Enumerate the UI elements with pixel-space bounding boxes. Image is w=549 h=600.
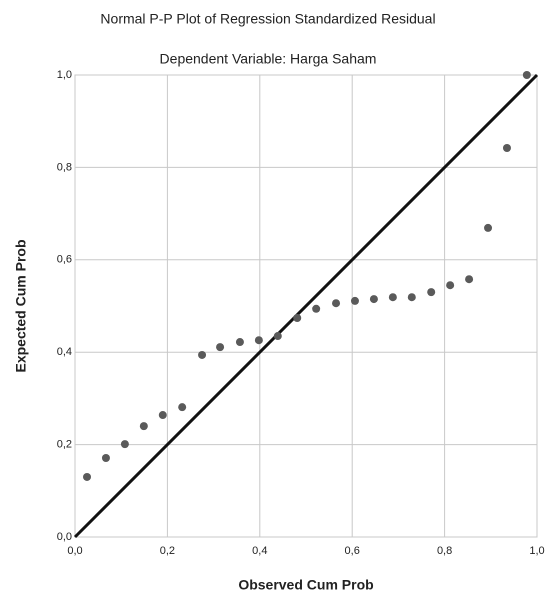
x-tick-label: 0,4	[252, 545, 267, 557]
chart: Normal P-P Plot of Regression Standardiz…	[0, 0, 549, 600]
y-axis-title: Expected Cum Prob	[13, 239, 29, 372]
x-tick-label: 0,6	[345, 545, 360, 557]
reference-line	[75, 75, 537, 537]
point	[370, 295, 378, 303]
point	[159, 411, 167, 419]
point	[293, 314, 301, 322]
point	[484, 224, 492, 232]
point	[389, 293, 397, 301]
y-tick-label: 0,0	[57, 531, 72, 543]
point	[102, 454, 110, 462]
y-tick-label: 0,4	[57, 346, 72, 358]
point	[140, 422, 148, 430]
point	[198, 351, 206, 359]
point	[446, 281, 454, 289]
y-tick-label: 0,8	[57, 161, 72, 173]
x-tick-label: 1,0	[529, 545, 544, 557]
x-tick-label: 0,0	[67, 545, 82, 557]
point	[523, 71, 531, 79]
x-tick-label: 0,8	[437, 545, 452, 557]
point	[178, 403, 186, 411]
point	[427, 288, 435, 296]
x-tick-label: 0,2	[160, 545, 175, 557]
point	[503, 144, 511, 152]
point	[83, 473, 91, 481]
point	[274, 332, 282, 340]
point	[351, 297, 359, 305]
point	[216, 343, 224, 351]
point	[236, 338, 244, 346]
y-tick-label: 1,0	[57, 69, 72, 81]
chart-title: Normal P-P Plot of Regression Standardiz…	[100, 11, 435, 27]
point	[255, 336, 263, 344]
y-tick-label: 0,2	[57, 439, 72, 451]
x-axis-title: Observed Cum Prob	[238, 577, 373, 593]
chart-subtitle: Dependent Variable: Harga Saham	[160, 51, 377, 67]
point	[408, 293, 416, 301]
y-tick-label: 0,6	[57, 254, 72, 266]
point	[312, 305, 320, 313]
point	[121, 440, 129, 448]
point	[332, 299, 340, 307]
point	[465, 275, 473, 283]
